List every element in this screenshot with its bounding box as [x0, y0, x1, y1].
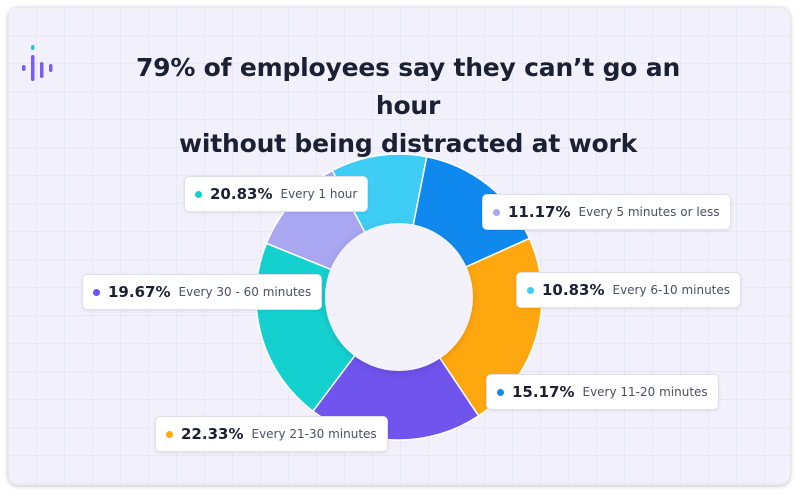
slice-color-dot	[497, 388, 504, 396]
slice-color-dot	[527, 286, 534, 294]
slice-value: 22.33%	[181, 425, 244, 443]
slice-label-every-30-60-minutes: 19.67% Every 30 - 60 minutes	[82, 274, 323, 310]
slice-value: 15.17%	[512, 383, 575, 401]
chart-title-line-2: without being distracted at work	[178, 129, 638, 158]
slice-color-dot	[493, 208, 500, 216]
slice-category: Every 1 hour	[280, 187, 358, 201]
donut-hole	[325, 223, 473, 371]
slice-category: Every 6-10 minutes	[612, 283, 731, 297]
slice-color-dot	[195, 190, 202, 198]
slice-label-every-21-30-minutes: 22.33% Every 21-30 minutes	[155, 416, 388, 452]
chart-card: 79% of employees say they can’t go an ho…	[8, 7, 790, 485]
chart-title-line-1: 79% of employees say they can’t go an ho…	[135, 53, 681, 120]
slice-category: Every 5 minutes or less	[578, 205, 720, 219]
slice-color-dot	[166, 430, 173, 438]
slice-label-every-1-hour: 20.83% Every 1 hour	[184, 176, 369, 212]
slice-value: 20.83%	[210, 185, 273, 203]
slice-category: Every 11-20 minutes	[582, 385, 708, 399]
slice-value: 10.83%	[542, 281, 605, 299]
slice-value: 19.67%	[108, 283, 171, 301]
slice-label-every-11-20-minutes: 15.17% Every 11-20 minutes	[486, 374, 719, 410]
slice-category: Every 30 - 60 minutes	[178, 285, 312, 299]
slice-value: 11.17%	[508, 203, 571, 221]
chart-title: 79% of employees say they can’t go an ho…	[128, 49, 688, 163]
slice-label-every-5-minutes-or-less: 11.17% Every 5 minutes or less	[482, 194, 731, 230]
slice-category: Every 21-30 minutes	[251, 427, 377, 441]
slice-color-dot	[93, 288, 100, 296]
donut-chart	[255, 153, 543, 441]
sound-bars-logo-icon	[22, 45, 53, 81]
slice-label-every-6-10-minutes: 10.83% Every 6-10 minutes	[516, 272, 742, 308]
